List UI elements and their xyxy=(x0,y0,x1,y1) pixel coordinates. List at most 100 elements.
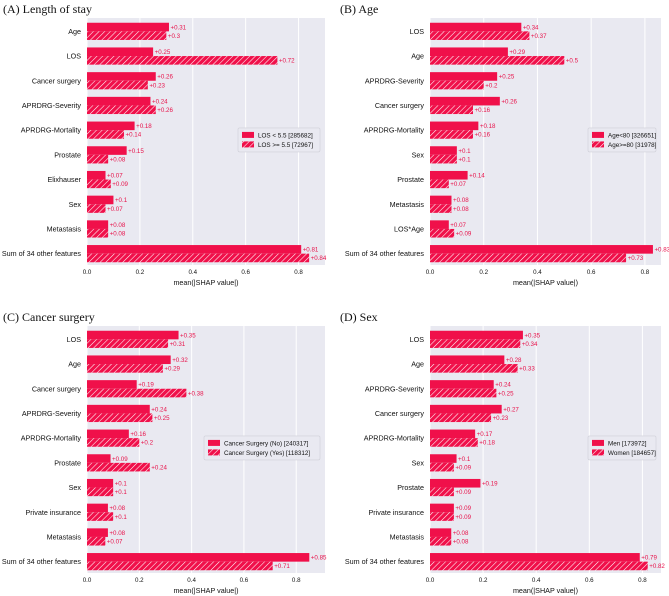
bar-value-label: +0.38 xyxy=(188,390,204,397)
x-tick-label: 0.2 xyxy=(136,269,145,276)
bar-series-2 xyxy=(430,462,454,472)
bar-value-label: +0.18 xyxy=(479,440,495,447)
bar-series-2 xyxy=(430,80,484,90)
x-tick-label: 0.0 xyxy=(83,577,92,584)
bar-series-1 xyxy=(87,355,171,365)
bar-series-2 xyxy=(87,339,169,348)
bar-value-label: +0.1 xyxy=(115,480,128,487)
category-label: Metastasis xyxy=(47,224,82,233)
category-label: APRDRG-Severity xyxy=(365,76,425,85)
bar-series-1 xyxy=(430,121,479,131)
bar-series-2 xyxy=(87,388,187,398)
bar-value-label: +0.08 xyxy=(453,197,469,204)
legend-label: Age>=80 [31978] xyxy=(608,142,657,149)
bar-series-2 xyxy=(430,56,565,65)
legend-swatch xyxy=(592,439,604,446)
bar-value-label: +0.81 xyxy=(303,247,319,254)
legend-label: Cancer Surgery (Yes) [118312] xyxy=(224,450,310,457)
category-label: Sex xyxy=(412,458,425,467)
bar-series-1 xyxy=(430,454,457,463)
bar-value-label: +0.25 xyxy=(154,415,170,422)
category-label: Sex xyxy=(412,150,425,159)
chart-panel-2: (B) Age 0.0 0.2 0.4 0.6 0.8 mean(|SHAP value|)… xyxy=(340,2,669,287)
panel-title: (A) Length of stay xyxy=(3,2,92,16)
bar-series-1 xyxy=(87,220,109,229)
bar-value-label: +0.26 xyxy=(157,74,173,81)
bar-series-2 xyxy=(87,31,167,40)
category-label: APRDRG-Mortality xyxy=(364,126,425,135)
category-label: Age xyxy=(411,360,424,369)
bar-series-1 xyxy=(87,404,150,414)
chart-panel-4: (D) Sex 0.0 0.2 0.4 0.6 0.8 mean(|SHAP value|)… xyxy=(340,310,665,595)
bar-series-2 xyxy=(430,179,449,189)
x-axis-label: mean(|SHAP value|) xyxy=(173,278,238,287)
bar-series-2 xyxy=(87,512,114,521)
x-tick-label: 0.8 xyxy=(638,577,647,584)
bar-series-2 xyxy=(87,438,140,447)
category-label: Private insurance xyxy=(368,508,424,517)
bar-series-1 xyxy=(87,121,135,131)
bar-value-label: +0.14 xyxy=(126,132,142,139)
bar-value-label: +0.09 xyxy=(456,230,472,237)
legend-swatch xyxy=(208,449,220,456)
bar-value-label: +0.31 xyxy=(170,341,186,348)
bar-series-1 xyxy=(87,454,111,463)
bar-series-2 xyxy=(430,512,454,521)
bar-series-2 xyxy=(430,204,452,213)
category-label: Sum of 34 other features xyxy=(345,249,425,258)
x-tick-label: 0.4 xyxy=(187,577,196,584)
x-tick-label: 0.4 xyxy=(532,577,541,584)
bar-value-label: +0.07 xyxy=(107,172,123,179)
bar-value-label: +0.5 xyxy=(566,58,579,65)
category-label: Private insurance xyxy=(25,508,81,517)
bar-series-1 xyxy=(87,380,137,389)
x-tick-label: 0.4 xyxy=(188,269,197,276)
bar-series-1 xyxy=(430,503,454,513)
bar-series-2 xyxy=(87,80,148,90)
bar-value-label: +0.31 xyxy=(170,24,186,31)
bar-series-1 xyxy=(430,146,457,155)
category-label: Age xyxy=(68,360,81,369)
bar-series-1 xyxy=(430,220,449,229)
bar-value-label: +0.29 xyxy=(164,366,180,373)
bar-value-label: +0.18 xyxy=(480,123,496,130)
bar-value-label: +0.08 xyxy=(110,230,126,237)
bar-value-label: +0.24 xyxy=(152,98,168,105)
bar-value-label: +0.27 xyxy=(503,406,519,413)
x-tick-label: 0.0 xyxy=(426,577,435,584)
bar-value-label: +0.35 xyxy=(180,332,196,339)
bar-series-1 xyxy=(430,170,468,180)
legend-swatch xyxy=(592,131,604,138)
bar-series-2 xyxy=(430,253,627,263)
bar-series-2 xyxy=(87,536,106,546)
bar-value-label: +0.1 xyxy=(115,489,128,496)
bar-series-2 xyxy=(87,253,310,263)
bar-value-label: +0.25 xyxy=(498,390,514,397)
x-axis-label: mean(|SHAP value|) xyxy=(513,586,578,595)
category-label: Cancer surgery xyxy=(32,76,82,85)
x-tick-label: 0.2 xyxy=(479,577,488,584)
bar-series-2 xyxy=(87,130,125,139)
legend-swatch xyxy=(242,131,254,138)
x-axis-label: mean(|SHAP value|) xyxy=(513,278,578,287)
bar-series-2 xyxy=(430,364,518,373)
legend-label: LOS >= 5.5 [72967] xyxy=(258,142,313,149)
bar-value-label: +0.08 xyxy=(453,538,469,545)
bar-value-label: +0.16 xyxy=(474,132,490,139)
x-tick-label: 0.0 xyxy=(426,269,435,276)
x-tick-label: 0.8 xyxy=(294,269,303,276)
bar-series-1 xyxy=(87,47,154,57)
bar-value-label: +0.84 xyxy=(311,255,327,262)
category-label: APRDRG-Severity xyxy=(22,409,82,418)
bar-value-label: +0.07 xyxy=(450,222,466,229)
bar-series-2 xyxy=(430,130,473,139)
bar-series-1 xyxy=(430,429,476,439)
bar-value-label: +0.08 xyxy=(453,530,469,537)
legend-label: Cancer Surgery (No) [240317] xyxy=(224,440,309,447)
bar-series-2 xyxy=(430,154,457,164)
bar-value-label: +0.24 xyxy=(151,464,167,471)
bar-value-label: +0.23 xyxy=(493,415,509,422)
x-tick-label: 0.6 xyxy=(241,269,250,276)
category-label: LOS xyxy=(67,335,82,344)
